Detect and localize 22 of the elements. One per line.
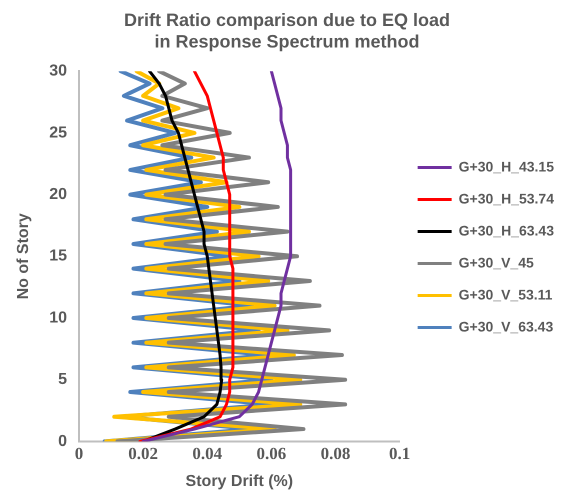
legend-label: G+30_V_53.11 [458,286,553,302]
y-tick-label: 10 [49,309,68,326]
x-tick-label: 0.04 [192,444,223,463]
y-tick-label: 15 [49,248,68,265]
x-axis-title: Story Drift (%) [186,472,294,490]
x-tick-label: 0.02 [128,444,158,463]
y-tick-label: 25 [49,124,68,142]
x-tick-label: 0.06 [256,444,286,463]
legend-label: G+30_H_53.74 [458,190,554,206]
y-tick-label: 20 [49,186,68,204]
y-tick-label: 30 [49,62,68,80]
y-tick-label: 5 [58,371,68,388]
legend-label: G+30_H_63.43 [458,222,554,238]
y-tick-label: 0 [58,432,68,450]
x-tick-label: 0.1 [389,444,410,463]
legend-label: G+30_H_43.15 [458,158,554,174]
chart-title: Drift Ratio comparison due to EQ load in Response Spectrum method [124,10,450,52]
x-tick-label: 0 [74,444,84,463]
y-axis-title: No of Story [15,213,32,300]
legend-label: G+30_V_63.43 [458,318,554,334]
legend-label: G+30_V_45 [458,254,534,270]
x-tick-label: 0.08 [320,444,350,463]
